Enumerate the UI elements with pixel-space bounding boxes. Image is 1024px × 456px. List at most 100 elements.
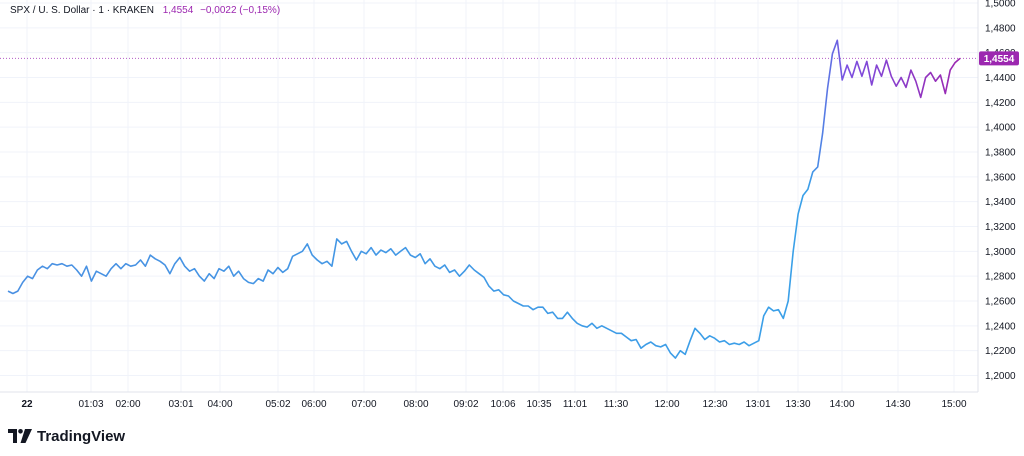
data-point [748, 345, 749, 346]
data-point [817, 166, 818, 167]
data-point [886, 60, 887, 61]
data-point [891, 76, 892, 77]
legend-symbol[interactable]: SPX / U. S. Dollar · 1 · KRAKEN [10, 5, 154, 16]
data-point [17, 291, 18, 292]
data-point [228, 266, 229, 267]
data-point [474, 269, 475, 270]
data-point [199, 276, 200, 277]
last-price-badge: 1,4554 [979, 51, 1019, 66]
data-point [169, 273, 170, 274]
legend-last-value: 1,4554 [162, 5, 194, 16]
data-point [822, 133, 823, 134]
data-point [861, 76, 862, 77]
y-tick-label: 1,3600 [985, 172, 1016, 183]
data-point [866, 61, 867, 62]
data-point [665, 344, 666, 345]
data-point [675, 358, 676, 359]
time-axis[interactable]: 22 01:03 02:00 03:01 04:00 05:02 06:00 07:00 08:… [21, 399, 967, 410]
y-tick-label: 1,2600 [985, 297, 1016, 308]
data-point [307, 243, 308, 244]
y-tick-label: 1,2800 [985, 272, 1016, 283]
price-series-line[interactable] [7, 39, 961, 359]
data-point [272, 273, 273, 274]
data-point [606, 328, 607, 329]
tradingview-logo-icon [8, 429, 32, 443]
data-point [778, 309, 779, 310]
data-point [371, 247, 372, 248]
data-point [410, 255, 411, 256]
data-point [508, 295, 509, 296]
data-point [680, 350, 681, 351]
data-point [415, 257, 416, 258]
data-point [542, 307, 543, 308]
data-point [577, 323, 578, 324]
data-point [174, 263, 175, 264]
data-point [788, 300, 789, 301]
data-point [798, 214, 799, 215]
data-point [763, 315, 764, 316]
data-point [616, 333, 617, 334]
data-point [366, 253, 367, 254]
data-point [341, 243, 342, 244]
data-point [150, 255, 151, 256]
data-point [518, 303, 519, 304]
data-point [793, 251, 794, 252]
data-point [469, 264, 470, 265]
data-point [464, 271, 465, 272]
data-point [331, 266, 332, 267]
y-tick-label: 1,4200 [985, 98, 1016, 109]
data-point [160, 261, 161, 262]
data-point [547, 313, 548, 314]
data-point [724, 340, 725, 341]
x-tick-label: 06:00 [301, 399, 326, 410]
data-point [498, 289, 499, 290]
tradingview-logo[interactable]: TradingView [8, 426, 125, 446]
x-tick-label: 15:00 [941, 399, 966, 410]
y-tick-label: 1,4400 [985, 73, 1016, 84]
x-tick-label: 11:01 [563, 399, 588, 410]
price-axis[interactable]: 1,50001,48001,46001,44001,42001,40001,38… [985, 0, 1016, 382]
data-point [326, 261, 327, 262]
data-point [876, 65, 877, 66]
data-point [537, 307, 538, 308]
data-point [434, 266, 435, 267]
data-point [179, 257, 180, 258]
data-point [901, 77, 902, 78]
data-point [420, 253, 421, 254]
data-point [47, 268, 48, 269]
data-point [842, 79, 843, 80]
data-point [385, 252, 386, 253]
data-point [851, 77, 852, 78]
data-point [744, 341, 745, 342]
data-point [920, 97, 921, 98]
data-point [645, 344, 646, 345]
data-point [120, 268, 121, 269]
data-point [336, 238, 337, 239]
data-point [101, 273, 102, 274]
x-tick-label: 04:00 [207, 399, 232, 410]
data-point [915, 81, 916, 82]
x-tick-label: 12:30 [702, 399, 727, 410]
data-point [621, 333, 622, 334]
chart-legend: SPX / U. S. Dollar · 1 · KRAKEN 1,4554 −… [10, 5, 280, 16]
data-point [479, 273, 480, 274]
data-point [690, 340, 691, 341]
data-point [454, 269, 455, 270]
x-tick-label: 05:02 [265, 399, 290, 410]
x-tick-label: 07:00 [351, 399, 376, 410]
data-point [302, 251, 303, 252]
x-tick-label: 14:00 [829, 399, 854, 410]
data-point [57, 264, 58, 265]
y-tick-label: 1,2000 [985, 371, 1016, 382]
data-point [837, 40, 838, 41]
x-tick-label: 11:30 [604, 399, 629, 410]
data-point [807, 189, 808, 190]
grid-lines [0, 0, 978, 392]
data-point [459, 276, 460, 277]
data-point [699, 333, 700, 334]
data-point [22, 282, 23, 283]
data-point [292, 256, 293, 257]
data-point [905, 87, 906, 88]
data-point [670, 353, 671, 354]
